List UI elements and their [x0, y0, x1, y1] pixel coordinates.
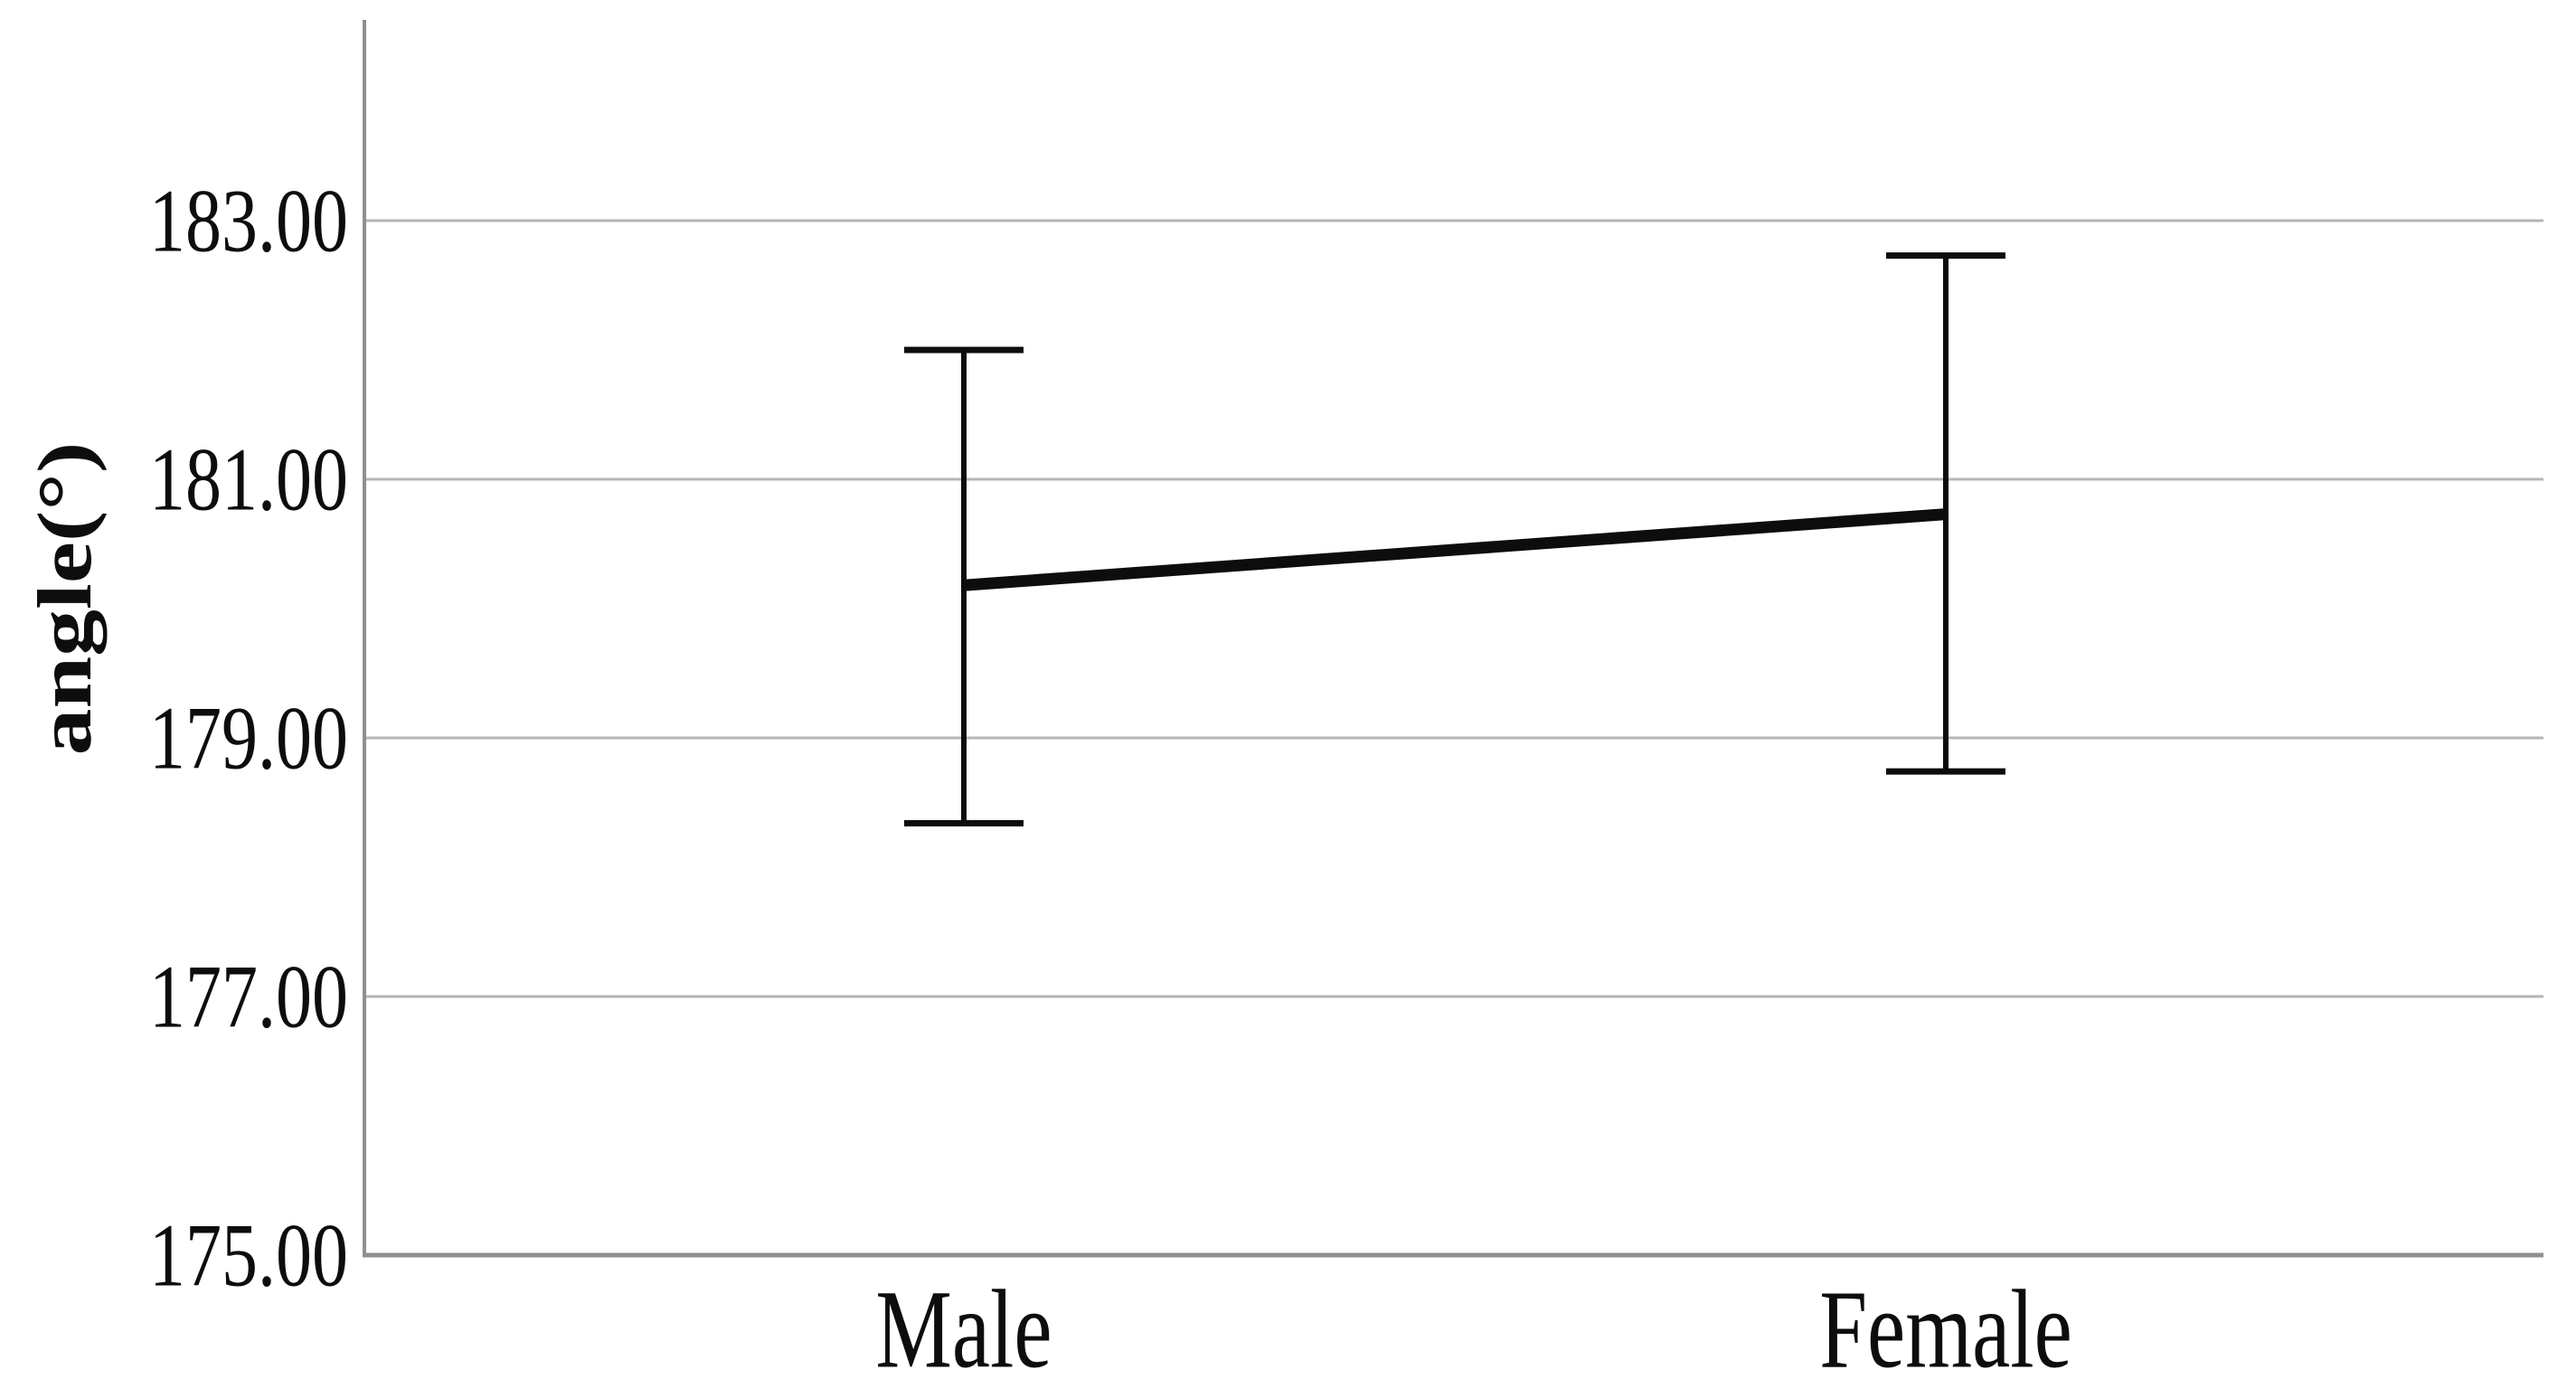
- error-bar-series-layer: [904, 252, 2005, 827]
- y-tick-label-175: 175.00: [149, 1204, 348, 1306]
- y-axis-title: angle(°): [23, 442, 108, 756]
- x-tick-label-female: Female: [1819, 1268, 2072, 1392]
- y-tick-label-177: 177.00: [149, 946, 348, 1047]
- y-tick-label-183: 183.00: [149, 170, 348, 271]
- gridlines-layer: [364, 219, 2543, 1257]
- x-tick-label-male: Male: [875, 1268, 1052, 1392]
- mean-trend-line: [963, 508, 1947, 591]
- y-tick-label-181: 181.00: [149, 429, 348, 530]
- y-tick-label-179: 179.00: [149, 687, 348, 789]
